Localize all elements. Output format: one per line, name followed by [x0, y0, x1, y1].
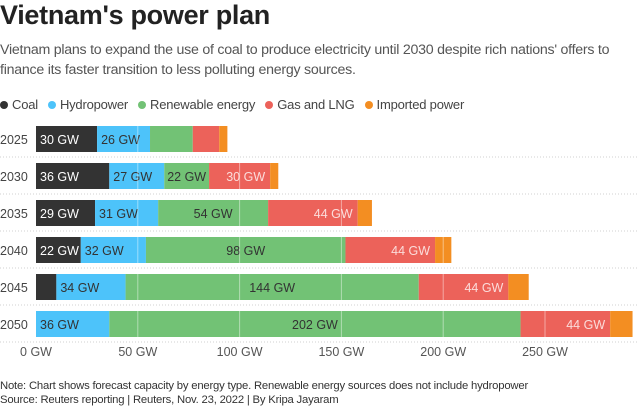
- data-label: 29 GW: [40, 207, 79, 221]
- x-tick-label: 0 GW: [20, 345, 52, 359]
- bar-segment-coal: [36, 274, 57, 300]
- data-label: 32 GW: [85, 244, 124, 258]
- data-label: 54 GW: [194, 207, 233, 221]
- category-label: 2030: [0, 170, 28, 184]
- data-label: 30 GW: [40, 133, 79, 147]
- data-label: 36 GW: [40, 318, 79, 332]
- legend-item-imported: Imported power: [364, 97, 465, 112]
- bar-segment-imported-power: [435, 237, 452, 263]
- data-label: 36 GW: [40, 170, 79, 184]
- bar-segment-hydropower: [80, 237, 146, 263]
- bar-segment-renewable-energy: [158, 200, 269, 226]
- bar-segment-hydropower: [97, 126, 151, 152]
- legend-swatch-renewable: [138, 100, 147, 109]
- legend-label: Renewable energy: [150, 97, 256, 112]
- x-tick-label: 100 GW: [217, 345, 263, 359]
- data-label: 26 GW: [101, 133, 140, 147]
- data-label: 98 GW: [226, 244, 265, 258]
- legend-swatch-gas: [265, 100, 274, 109]
- category-label: 2045: [0, 281, 28, 295]
- chart-note: Note: Chart shows forecast capacity by e…: [0, 380, 529, 392]
- legend-item-gas: Gas and LNG: [265, 97, 355, 112]
- data-label: 22 GW: [40, 244, 79, 258]
- chart-source: Source: Reuters reporting | Reuters, Nov…: [0, 394, 339, 406]
- x-tick-label: 50 GW: [118, 345, 157, 359]
- bar-segment-gas-and-lng: [345, 237, 436, 263]
- x-tick-label: 200 GW: [420, 345, 466, 359]
- bar-segment-hydropower: [36, 311, 110, 337]
- legend-label: Hydropower: [59, 97, 129, 112]
- data-label: 31 GW: [99, 207, 138, 221]
- bar-segment-imported-power: [270, 163, 279, 189]
- data-label: 44 GW: [314, 207, 353, 221]
- bar-segment-imported-power: [357, 200, 372, 226]
- bar-segment-hydropower: [56, 274, 126, 300]
- data-label: 44 GW: [566, 318, 605, 332]
- bar-segment-gas-and-lng: [268, 200, 358, 226]
- data-label: 44 GW: [464, 281, 503, 295]
- legend-item-renewable: Renewable energy: [138, 97, 255, 112]
- legend-swatch-imported: [364, 100, 373, 109]
- bar-segment-gas-and-lng: [192, 126, 220, 152]
- legend-item-coal: Coal: [0, 97, 38, 112]
- bar-segment-renewable-energy: [109, 311, 521, 337]
- data-label: 44 GW: [391, 244, 430, 258]
- category-label: 2040: [0, 244, 28, 258]
- bar-segment-gas-and-lng: [418, 274, 509, 300]
- data-label: 144 GW: [249, 281, 295, 295]
- bar-segment-renewable-energy: [145, 237, 346, 263]
- bar-segment-imported-power: [219, 126, 228, 152]
- bar-segment-coal: [36, 237, 81, 263]
- data-label: 27 GW: [113, 170, 152, 184]
- bar-segment-renewable-energy: [164, 163, 210, 189]
- bar-segment-hydropower: [95, 200, 159, 226]
- bar-segment-imported-power: [508, 274, 529, 300]
- legend-swatch-hydropower: [47, 100, 56, 109]
- bar-segment-hydropower: [109, 163, 165, 189]
- bar-segment-coal: [36, 200, 96, 226]
- legend-label: Gas and LNG: [277, 97, 355, 112]
- legend-label: Imported power: [376, 97, 465, 112]
- data-label: 202 GW: [292, 318, 338, 332]
- data-label: 34 GW: [60, 281, 99, 295]
- bar-segment-coal: [36, 126, 98, 152]
- bar-segment-gas-and-lng: [209, 163, 271, 189]
- chart-subtitle: Vietnam plans to expand the use of coal …: [0, 42, 610, 78]
- bar-segment-renewable-energy: [150, 126, 193, 152]
- bar-segment-imported-power: [610, 311, 633, 337]
- legend-item-hydropower: Hydropower: [47, 97, 129, 112]
- data-label: 22 GW: [167, 170, 206, 184]
- legend-label: Coal: [12, 97, 38, 112]
- x-tick-label: 250 GW: [522, 345, 568, 359]
- category-label: 2050: [0, 318, 28, 332]
- bar-segment-coal: [36, 163, 110, 189]
- x-tick-label: 150 GW: [318, 345, 364, 359]
- bar-segment-renewable-energy: [125, 274, 419, 300]
- legend-swatch-coal: [0, 100, 8, 109]
- category-label: 2035: [0, 207, 28, 221]
- category-label: 2025: [0, 133, 28, 147]
- bar-segment-gas-and-lng: [520, 311, 611, 337]
- legend: Coal Hydropower Renewable energy Gas and…: [0, 97, 464, 112]
- data-label: 30 GW: [226, 170, 265, 184]
- chart-title: Vietnam's power plan: [0, 0, 270, 30]
